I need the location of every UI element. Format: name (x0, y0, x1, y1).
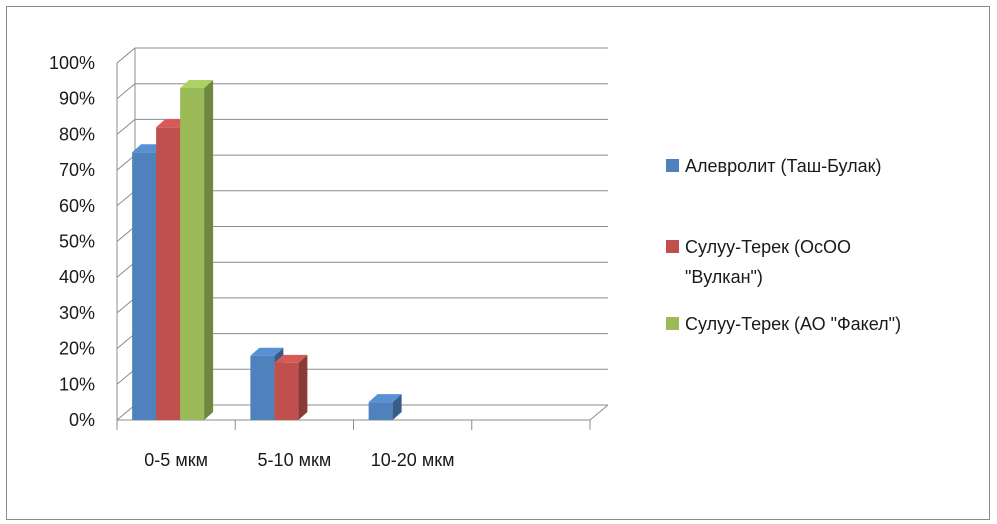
y-tick-label: 90% (59, 89, 95, 109)
legend-label: Сулуу-Терек (АО "Факел") (685, 314, 901, 334)
bar (368, 394, 402, 420)
y-tick-label: 70% (59, 160, 95, 180)
y-tick-label: 100% (49, 53, 95, 73)
legend-swatch (666, 240, 679, 253)
x-tick-label: 10-20 мкм (371, 450, 455, 470)
y-tick-label: 80% (59, 124, 95, 144)
legend-label: Алевролит (Таш-Булак) (685, 156, 882, 176)
y-tick-label: 60% (59, 196, 95, 216)
bars (132, 79, 402, 421)
bar (274, 354, 308, 420)
y-tick-label: 50% (59, 232, 95, 252)
y-tick-label: 20% (59, 339, 95, 359)
y-tick-label: 30% (59, 303, 95, 323)
legend-swatch (666, 317, 679, 330)
y-tick-label: 0% (69, 410, 95, 430)
legend: Алевролит (Таш-Булак) Сулуу-Терек (ОсОО "В… (666, 156, 901, 334)
gridline (116, 118, 608, 135)
legend-label: Сулуу-Терек (ОсОО "Вулкан") (685, 237, 851, 287)
x-tick-label: 5-10 мкм (258, 450, 332, 470)
axis-labels: 0% 10% 20% 30% 40% 50% 60% 70% 80% 90% 100% 0-5 мкм… (49, 53, 455, 470)
bar (180, 79, 214, 421)
legend-swatch (666, 159, 679, 172)
y-tick-label: 10% (59, 374, 95, 394)
gridline (116, 83, 608, 100)
x-tick-label: 0-5 мкм (144, 450, 208, 470)
y-tick-label: 40% (59, 267, 95, 287)
gridline (116, 47, 608, 64)
